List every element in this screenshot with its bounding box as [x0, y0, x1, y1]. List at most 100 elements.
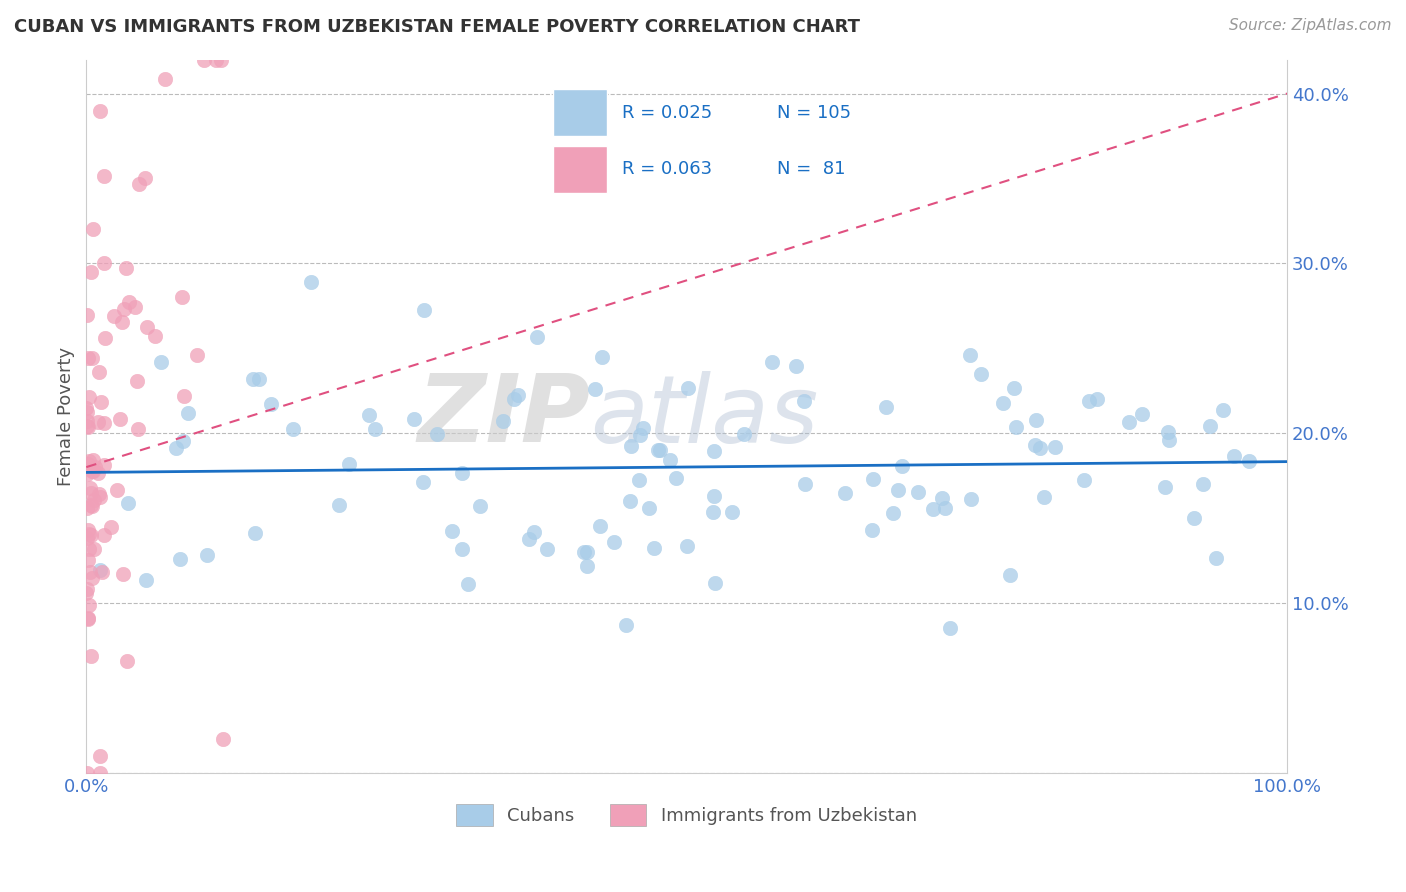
Point — [124, 301, 146, 315]
Y-axis label: Female Poverty: Female Poverty — [58, 347, 75, 486]
Point — [204, 53, 226, 67]
Point — [364, 422, 387, 436]
Point — [172, 290, 194, 304]
Point — [703, 444, 725, 458]
Point — [359, 409, 381, 423]
Point — [1033, 491, 1056, 505]
Point — [1182, 511, 1205, 525]
Point — [76, 405, 98, 419]
Point — [149, 355, 172, 369]
Point — [1154, 480, 1177, 494]
Point — [1005, 420, 1028, 434]
Point — [1085, 392, 1108, 407]
Point — [153, 71, 176, 86]
Point — [676, 381, 699, 395]
Point — [659, 452, 682, 467]
Point — [242, 372, 264, 386]
Point — [87, 415, 110, 429]
Point — [76, 531, 98, 545]
Point — [426, 426, 449, 441]
Point — [76, 308, 98, 322]
Point — [77, 553, 100, 567]
Point — [75, 585, 97, 599]
Point — [785, 359, 807, 374]
Point — [404, 412, 426, 426]
Point — [82, 351, 104, 365]
Point — [125, 374, 148, 388]
Point — [1077, 394, 1099, 409]
Point — [614, 618, 637, 632]
Point — [93, 416, 115, 430]
Point — [90, 394, 112, 409]
Point — [526, 330, 548, 344]
Point — [79, 481, 101, 495]
Point — [173, 389, 195, 403]
Point — [105, 483, 128, 497]
Point — [721, 505, 744, 519]
Point — [1002, 381, 1025, 395]
Point — [77, 351, 100, 365]
Point — [212, 731, 235, 746]
Point — [793, 394, 815, 409]
Point — [77, 599, 100, 613]
Point — [87, 487, 110, 501]
Point — [631, 421, 654, 435]
Point — [79, 390, 101, 404]
Point — [1118, 415, 1140, 429]
Point — [1223, 450, 1246, 464]
Point — [1132, 407, 1154, 421]
Point — [260, 397, 283, 411]
Point — [77, 527, 100, 541]
Point — [675, 539, 697, 553]
Point — [143, 329, 166, 343]
Point — [959, 348, 981, 362]
Point — [177, 406, 200, 420]
Point — [583, 383, 606, 397]
Point — [80, 265, 103, 279]
Point — [1157, 425, 1180, 440]
Point — [1157, 433, 1180, 447]
Point — [93, 169, 115, 184]
Point — [628, 427, 651, 442]
Point — [281, 422, 304, 436]
Point — [931, 491, 953, 505]
Point — [76, 420, 98, 434]
Point — [76, 582, 98, 597]
Point — [76, 467, 98, 481]
Point — [450, 541, 472, 556]
Point — [93, 528, 115, 542]
Point — [523, 524, 546, 539]
Point — [702, 505, 724, 519]
Point — [80, 528, 103, 542]
Point — [186, 348, 208, 362]
Point — [643, 541, 665, 556]
Point — [136, 319, 159, 334]
Point — [1025, 413, 1047, 427]
Point — [89, 365, 111, 379]
Point — [111, 315, 134, 329]
Point — [1199, 419, 1222, 434]
Point — [93, 458, 115, 472]
Point — [94, 331, 117, 345]
Point — [647, 443, 669, 458]
Point — [575, 558, 598, 573]
Point — [86, 466, 108, 480]
Point — [76, 419, 98, 434]
Point — [209, 53, 232, 67]
Point — [82, 222, 104, 236]
Point — [93, 256, 115, 270]
Point — [1212, 402, 1234, 417]
Point — [112, 301, 135, 316]
Point — [603, 534, 626, 549]
Point — [76, 500, 98, 515]
Point — [103, 309, 125, 323]
Point — [80, 571, 103, 585]
Point — [82, 452, 104, 467]
Point — [128, 178, 150, 192]
Point — [77, 611, 100, 625]
Legend: Cubans, Immigrants from Uzbekistan: Cubans, Immigrants from Uzbekistan — [447, 795, 927, 835]
Point — [75, 401, 97, 416]
Point — [247, 372, 270, 386]
Point — [574, 544, 596, 558]
Text: ZIP: ZIP — [418, 370, 591, 462]
